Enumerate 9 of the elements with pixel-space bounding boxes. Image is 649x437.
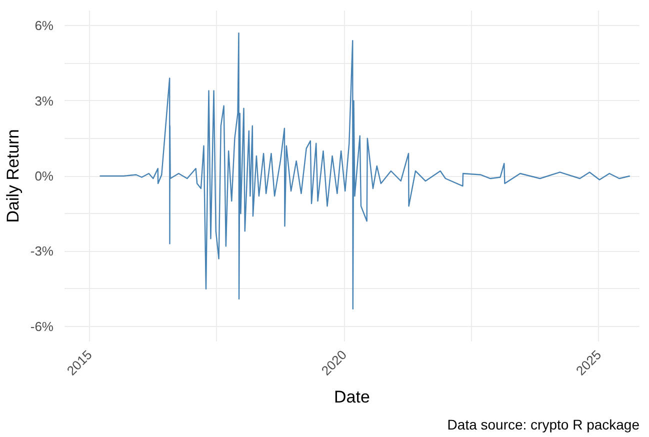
y-tick-label: 3%: [34, 93, 54, 108]
y-tick-label: 0%: [34, 168, 54, 184]
y-axis-title: Daily Return: [3, 129, 22, 223]
y-tick-label: -3%: [30, 244, 54, 259]
y-tick-label: 6%: [34, 18, 54, 34]
source-note: Data source: crypto R package: [447, 416, 640, 432]
line-series: [99, 32, 630, 310]
y-tick-label: -6%: [30, 318, 54, 334]
x-axis-title: Date: [334, 387, 370, 406]
